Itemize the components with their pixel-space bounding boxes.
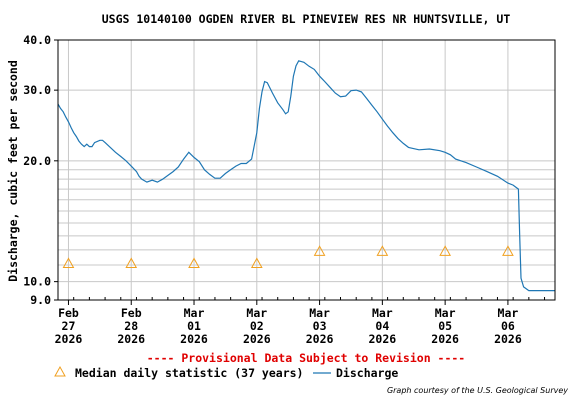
x-tick-label: Feb	[58, 306, 79, 320]
x-tick-label: 2026	[306, 332, 334, 346]
x-tick-label: Mar	[435, 306, 456, 320]
x-tick-label: 03	[313, 319, 327, 333]
x-tick-label: 28	[124, 319, 138, 333]
x-tick-label: Mar	[246, 306, 267, 320]
chart-title: USGS 10140100 OGDEN RIVER BL PINEVIEW RE…	[102, 12, 511, 26]
median-marker	[376, 245, 389, 256]
legend-discharge-label: Discharge	[336, 366, 398, 380]
x-tick-label: 2026	[494, 332, 522, 346]
y-tick-label: 40.0	[23, 33, 51, 47]
x-tick-label: Mar	[498, 306, 519, 320]
x-tick-label: Mar	[184, 306, 205, 320]
x-tick-label: 2026	[180, 332, 208, 346]
x-tick-label: 02	[250, 319, 264, 333]
x-tick-label: 2026	[369, 332, 397, 346]
median-marker	[62, 257, 75, 268]
x-tick-label: 05	[438, 319, 452, 333]
legend-median-label: Median daily statistic (37 years)	[75, 366, 303, 380]
median-marker	[502, 245, 514, 256]
y-axis-ticks: 9.0 10.0 20.0 30.0 40.0	[23, 33, 58, 307]
median-marker	[250, 257, 263, 268]
x-tick-label: Mar	[372, 306, 393, 320]
median-marker	[188, 257, 200, 268]
discharge-line	[57, 60, 555, 292]
median-marker	[313, 245, 326, 256]
median-marker	[125, 257, 138, 268]
x-axis-ticks: Feb272026Feb282026Mar012026Mar022026Mar0…	[55, 297, 546, 346]
median-marker	[439, 245, 451, 256]
y-tick-label: 9.0	[30, 293, 51, 307]
x-tick-label: 2026	[431, 332, 459, 346]
x-tick-label: Mar	[309, 306, 330, 320]
median-markers	[62, 245, 514, 268]
provisional-note: ---- Provisional Data Subject to Revisio…	[147, 351, 466, 365]
y-axis-label: Discharge, cubic feet per second	[6, 60, 20, 282]
x-tick-label: 2026	[117, 332, 145, 346]
x-tick-label: Feb	[121, 306, 142, 320]
x-tick-label: 2026	[55, 332, 83, 346]
legend-median-marker	[54, 365, 66, 377]
x-tick-label: 04	[375, 319, 389, 333]
x-tick-label: 06	[501, 319, 515, 333]
y-tick-label: 20.0	[23, 154, 51, 168]
y-tick-label: 10.0	[23, 275, 51, 289]
legend: Median daily statistic (37 years) Discha…	[54, 365, 398, 380]
y-tick-label: 30.0	[23, 83, 51, 97]
discharge-series	[57, 60, 555, 292]
grid-lines	[58, 40, 555, 300]
credit-text: Graph courtesy of the U.S. Geological Su…	[387, 386, 568, 395]
x-tick-label: 2026	[243, 332, 271, 346]
plot-border	[57, 39, 556, 301]
x-tick-label: 01	[187, 319, 201, 333]
x-tick-label: 27	[62, 319, 76, 333]
